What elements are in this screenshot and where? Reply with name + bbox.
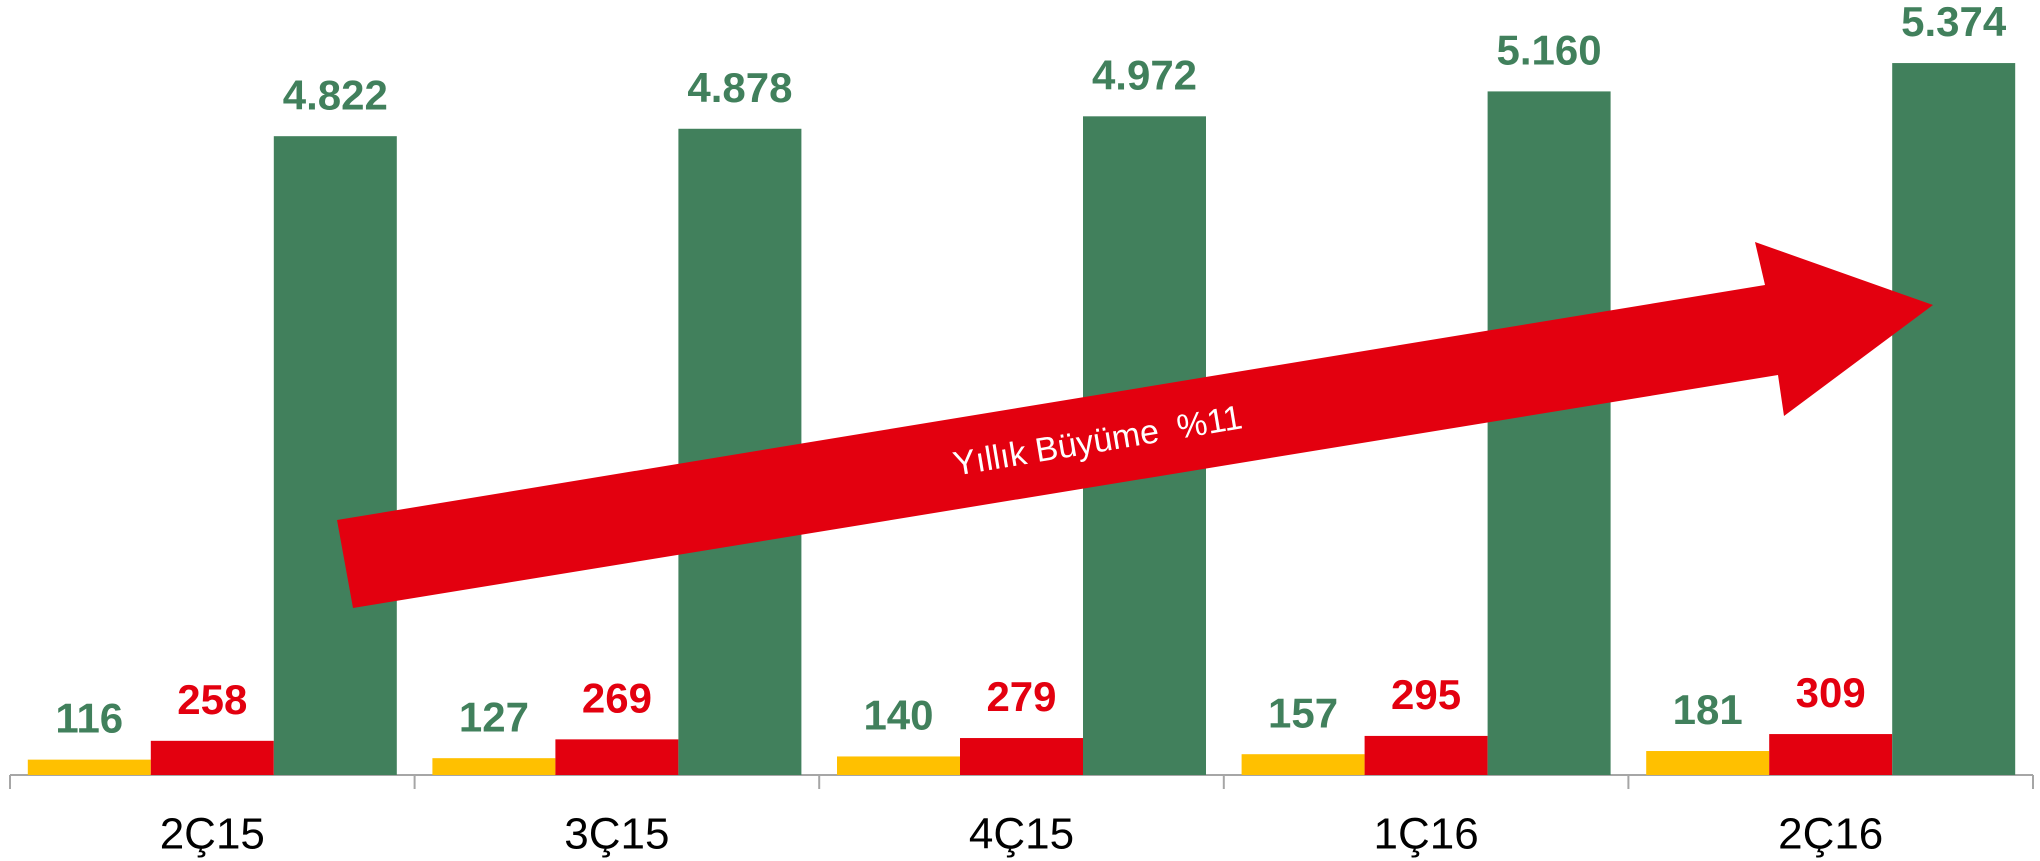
bar [432, 758, 556, 775]
bar [1892, 63, 2016, 776]
bar [273, 136, 397, 775]
bar [1487, 91, 1611, 775]
value-label: 309 [1796, 669, 1866, 716]
bar [27, 759, 151, 775]
bar [1646, 751, 1770, 775]
value-label: 4.878 [687, 64, 792, 111]
bar [837, 756, 960, 775]
bar [1241, 754, 1365, 775]
value-label: 116 [55, 695, 123, 742]
x-tick-label: 1Ç16 [1374, 810, 1479, 859]
value-label: 269 [582, 674, 652, 721]
bar [1364, 735, 1488, 775]
value-label: 5.160 [1497, 27, 1602, 74]
value-label: 157 [1268, 689, 1338, 736]
bar [555, 739, 679, 775]
value-label: 258 [177, 676, 247, 723]
arrow-shape [337, 242, 1933, 608]
value-label: 295 [1391, 671, 1461, 718]
growth-arrow: Yıllık Büyüme %11 [337, 242, 1933, 608]
value-label: 5.374 [1901, 0, 2007, 45]
x-tick-label: 3Ç15 [564, 810, 669, 859]
bar [1769, 734, 1893, 775]
x-tick-label: 2Ç15 [160, 810, 265, 859]
value-label: 181 [1673, 686, 1743, 733]
bar [150, 740, 274, 775]
value-label: 127 [459, 693, 529, 740]
x-tick-label: 4Ç15 [969, 810, 1074, 859]
value-label: 279 [986, 673, 1056, 720]
value-label: 140 [863, 692, 933, 739]
bar [960, 738, 1083, 775]
value-label: 4.822 [283, 71, 388, 118]
x-tick-label: 2Ç16 [1778, 810, 1883, 859]
value-label: 4.972 [1092, 51, 1197, 98]
